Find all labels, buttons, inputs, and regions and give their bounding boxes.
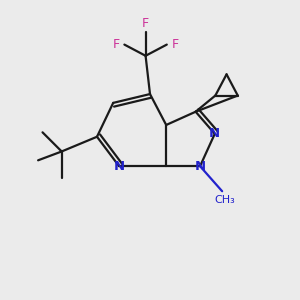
Text: CH₃: CH₃ [215,195,236,205]
Text: N: N [209,127,220,140]
Text: F: F [112,38,120,51]
Text: N: N [194,160,206,173]
Text: N: N [113,160,124,173]
Text: F: F [172,38,178,51]
Text: F: F [142,17,149,31]
